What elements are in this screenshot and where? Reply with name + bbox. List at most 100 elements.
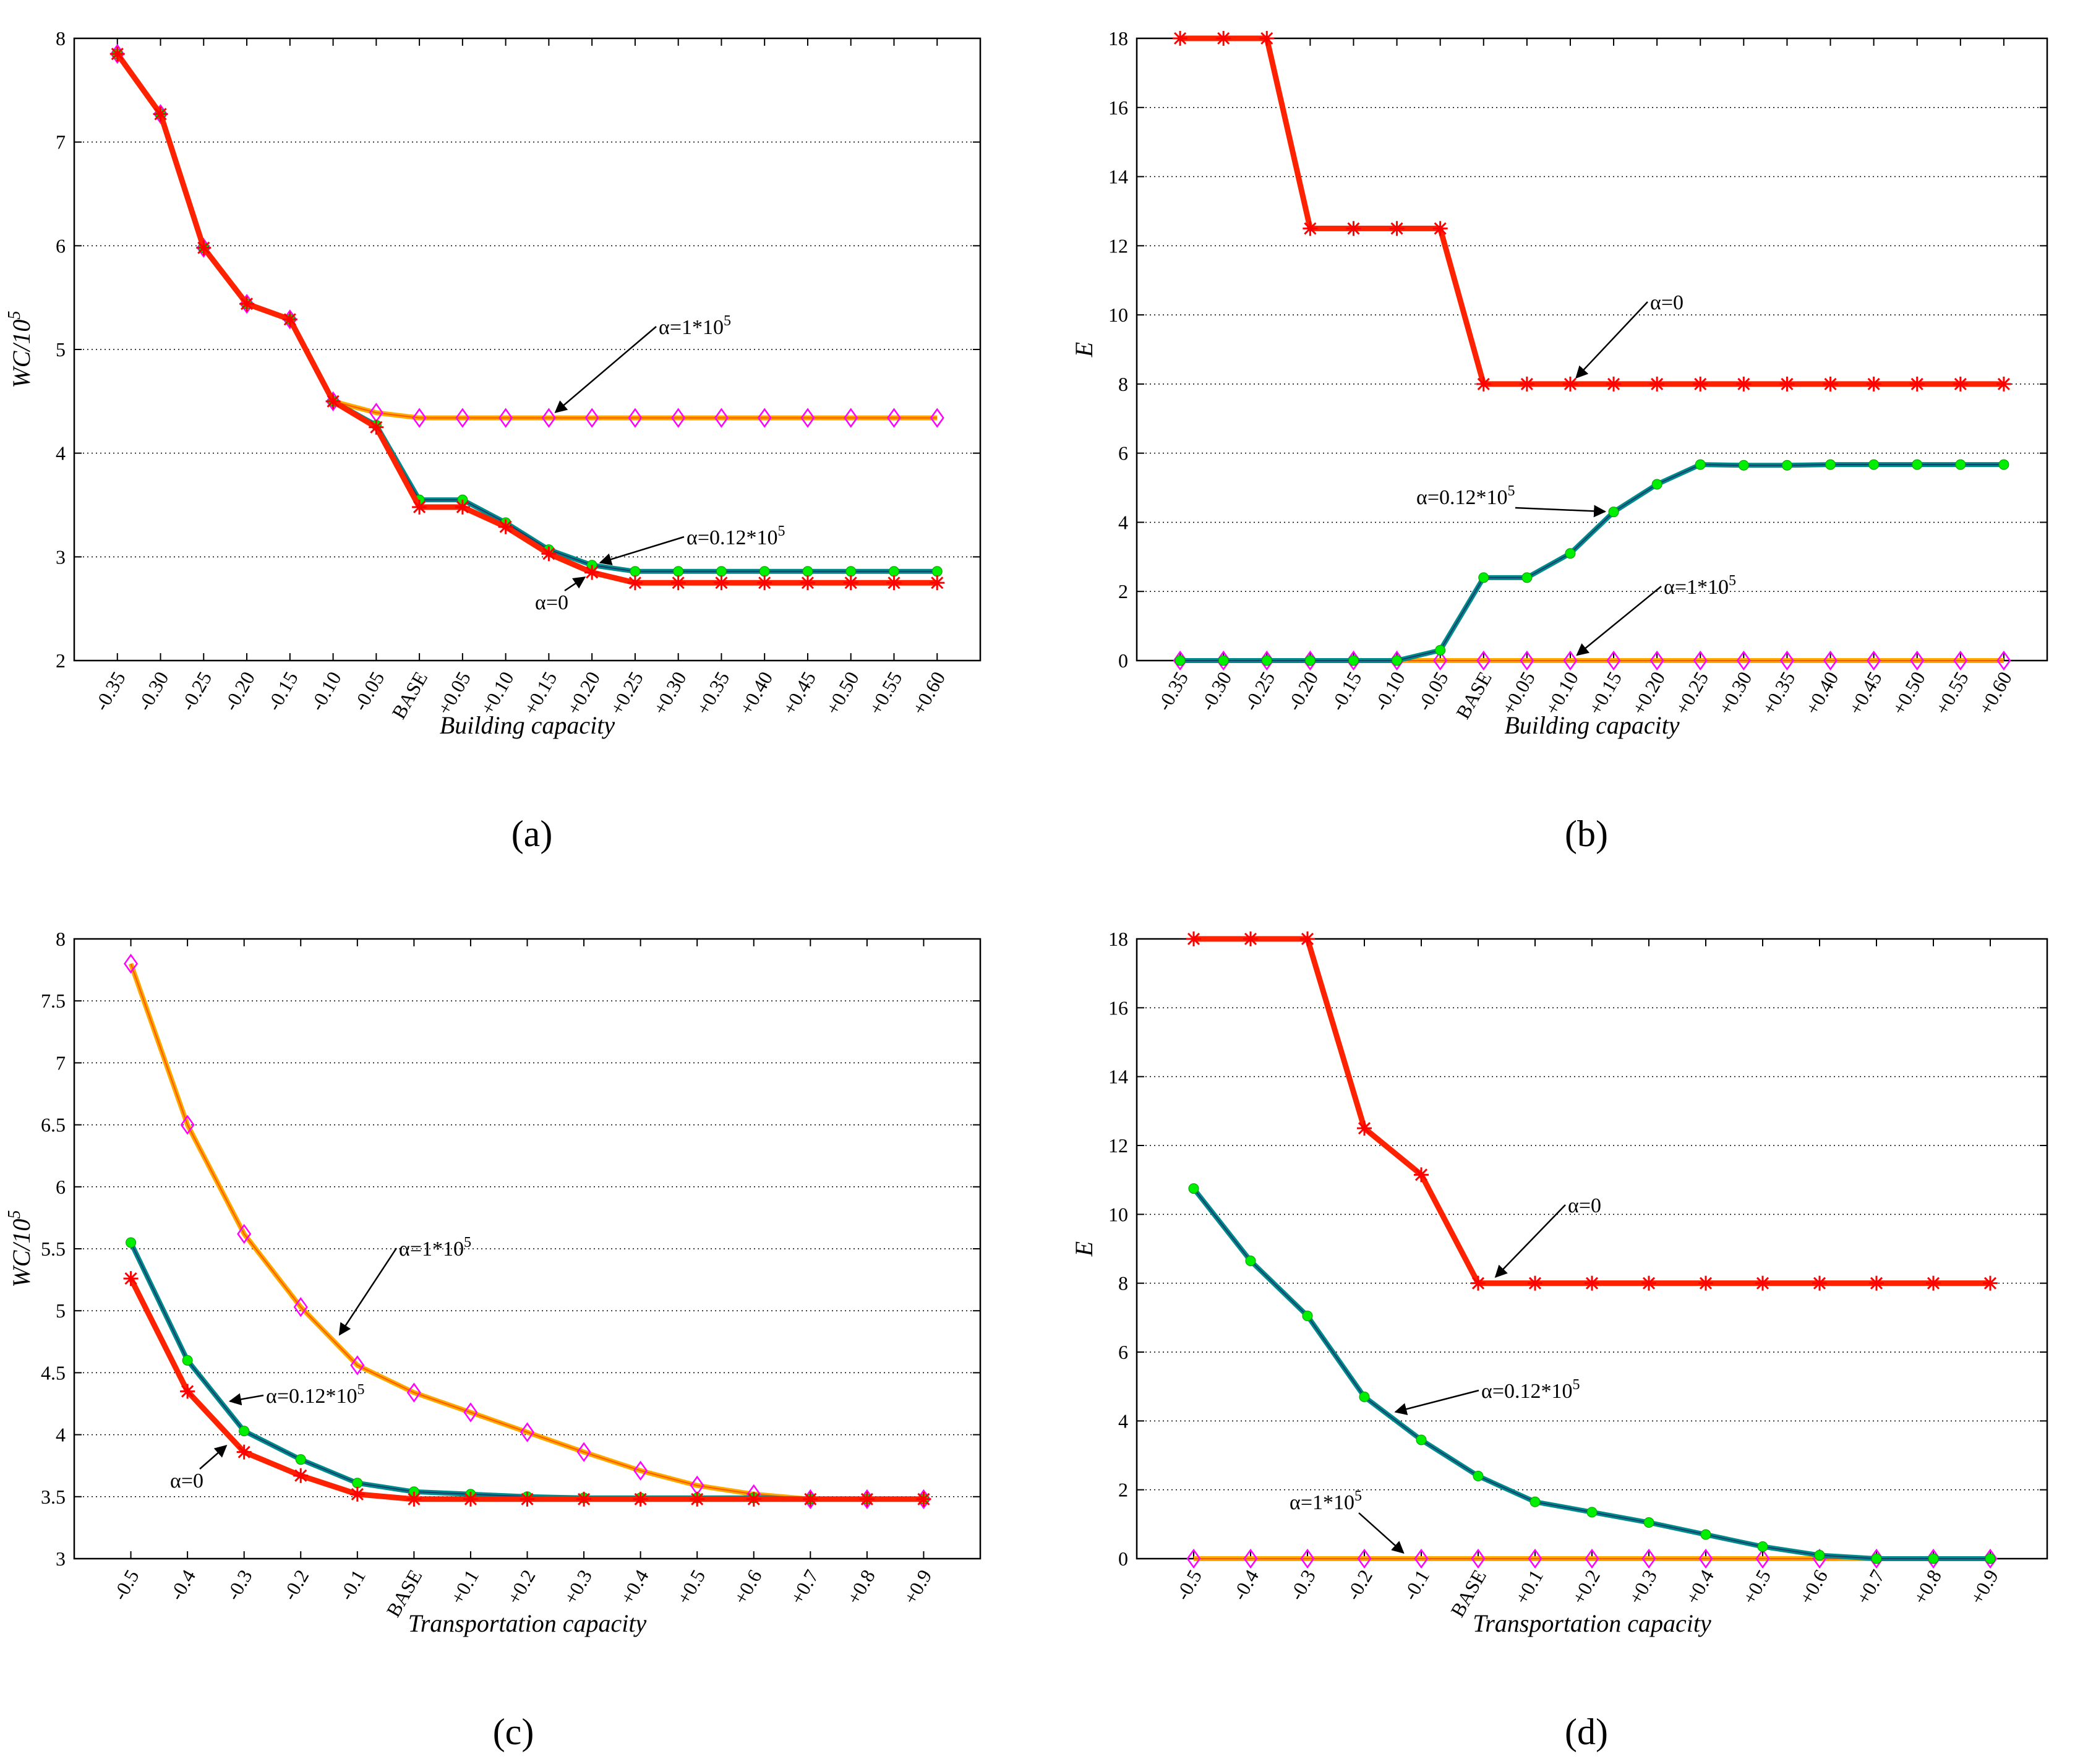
x-tick-label: +0.2 (1567, 1566, 1604, 1608)
x-tick-label: +0.7 (785, 1566, 823, 1608)
data-point-star (1926, 1275, 1941, 1291)
data-point-diamond (800, 408, 815, 428)
data-point-star (1869, 1275, 1884, 1291)
series-line (115, 52, 938, 574)
data-point-dot (759, 566, 770, 577)
star-stroke (844, 576, 857, 589)
data-point-star (520, 1491, 535, 1507)
y-tick-label: 14 (1108, 1066, 1128, 1088)
series-line (128, 962, 924, 1502)
annotation-arrow (199, 1444, 228, 1470)
y-tick-label: 2 (1118, 1479, 1128, 1501)
y-axis-label: WC/105 (5, 310, 35, 388)
data-point-star (1471, 1275, 1486, 1291)
star-stroke (237, 1445, 250, 1458)
star-stroke (1824, 377, 1837, 390)
y-tick-label: 0 (1118, 1548, 1128, 1570)
data-point-star (406, 1491, 422, 1507)
data-point-dot (1435, 644, 1446, 656)
y-tick-label: 8 (1118, 373, 1128, 395)
data-point-star (463, 1491, 478, 1507)
data-point-star (859, 1491, 875, 1507)
star-stroke (672, 576, 685, 589)
data-point-diamond (1823, 650, 1838, 671)
data-point-dot (1757, 1541, 1768, 1552)
annotation-arrow (1494, 1204, 1566, 1278)
x-tick-label: -0.30 (133, 668, 173, 715)
data-point-diamond (463, 1402, 478, 1423)
plot-frame (73, 938, 982, 1560)
data-point-dot (1392, 655, 1403, 666)
y-tick-label: 16 (1108, 996, 1128, 1019)
star-stroke (283, 313, 296, 326)
data-point-diamond (584, 408, 599, 428)
data-point-star (1823, 376, 1838, 392)
y-tick-label: 16 (1108, 96, 1128, 119)
x-tick-label: +0.60 (907, 668, 949, 719)
data-point-diamond (633, 1460, 648, 1481)
data-point-star (1585, 1275, 1599, 1291)
data-point-dot (1928, 1553, 1939, 1564)
data-point-dot (126, 1237, 137, 1248)
star-stroke (747, 1492, 760, 1505)
x-tick-label: -0.30 (1196, 668, 1236, 715)
annotation-arrow (1358, 1512, 1405, 1554)
data-point-star (1186, 931, 1201, 946)
data-point-star (1693, 376, 1708, 392)
data-point-diamond (1953, 650, 1968, 671)
y-tick-label: 2 (1118, 580, 1128, 602)
x-tick-label: -0.1 (335, 1566, 370, 1604)
series-line-core (130, 963, 924, 1500)
data-point-dot (1304, 655, 1316, 666)
data-point-diamond (1910, 650, 1925, 671)
star-stroke (586, 566, 599, 579)
y-tick-label: 5 (56, 1299, 66, 1322)
plot-frame (1136, 938, 2048, 1560)
star-stroke (181, 1385, 194, 1398)
data-point-star (239, 296, 255, 312)
data-point-star (455, 499, 470, 515)
data-point-diamond (1755, 1548, 1770, 1569)
x-tick-label: +0.3 (1624, 1566, 1661, 1608)
star-stroke (1954, 377, 1967, 390)
star-stroke (1813, 1277, 1826, 1290)
x-tick-label: +0.9 (899, 1566, 936, 1608)
data-point-star (1698, 1275, 1713, 1291)
data-point-dot (1700, 1529, 1711, 1540)
x-tick-label: -0.15 (262, 668, 302, 715)
star-stroke (1244, 932, 1257, 946)
data-point-star (1812, 1275, 1827, 1291)
star-stroke (1564, 377, 1577, 390)
data-point-star (1528, 1275, 1542, 1291)
star-stroke (691, 1492, 704, 1505)
star-stroke (1870, 1277, 1883, 1290)
star-stroke (758, 576, 771, 589)
data-point-star (1866, 376, 1881, 392)
annotation-label: α=0.12*105 (1481, 1377, 1580, 1403)
data-point-diamond (1563, 650, 1578, 671)
annotation-label: α=0.12*105 (687, 523, 785, 549)
star-stroke (1260, 32, 1273, 45)
x-tick-label: +0.50 (1888, 668, 1930, 719)
data-point-star (1909, 376, 1925, 392)
y-tick-label: 10 (1108, 304, 1128, 326)
y-tick-label: 3.5 (41, 1486, 66, 1508)
x-tick-label: -0.25 (1239, 668, 1280, 715)
data-point-star (757, 575, 772, 591)
data-point-diamond (1641, 1548, 1656, 1569)
y-tick-label: 8 (56, 27, 66, 49)
x-tick-label: -0.2 (278, 1566, 314, 1604)
star-stroke (1301, 932, 1314, 946)
data-point-diamond (1300, 1548, 1315, 1569)
plot-frame (1136, 37, 2048, 662)
annotation-arrow (554, 326, 657, 413)
star-stroke (804, 1492, 817, 1505)
data-point-star (584, 565, 600, 580)
x-tick-label: -0.1 (1399, 1566, 1434, 1604)
data-point-star (633, 1491, 648, 1507)
data-point-star (1755, 1275, 1770, 1291)
x-tick-label: +0.9 (1966, 1566, 2003, 1608)
x-tick-label: -0.10 (306, 668, 346, 715)
annotation-arrow (1515, 505, 1607, 518)
